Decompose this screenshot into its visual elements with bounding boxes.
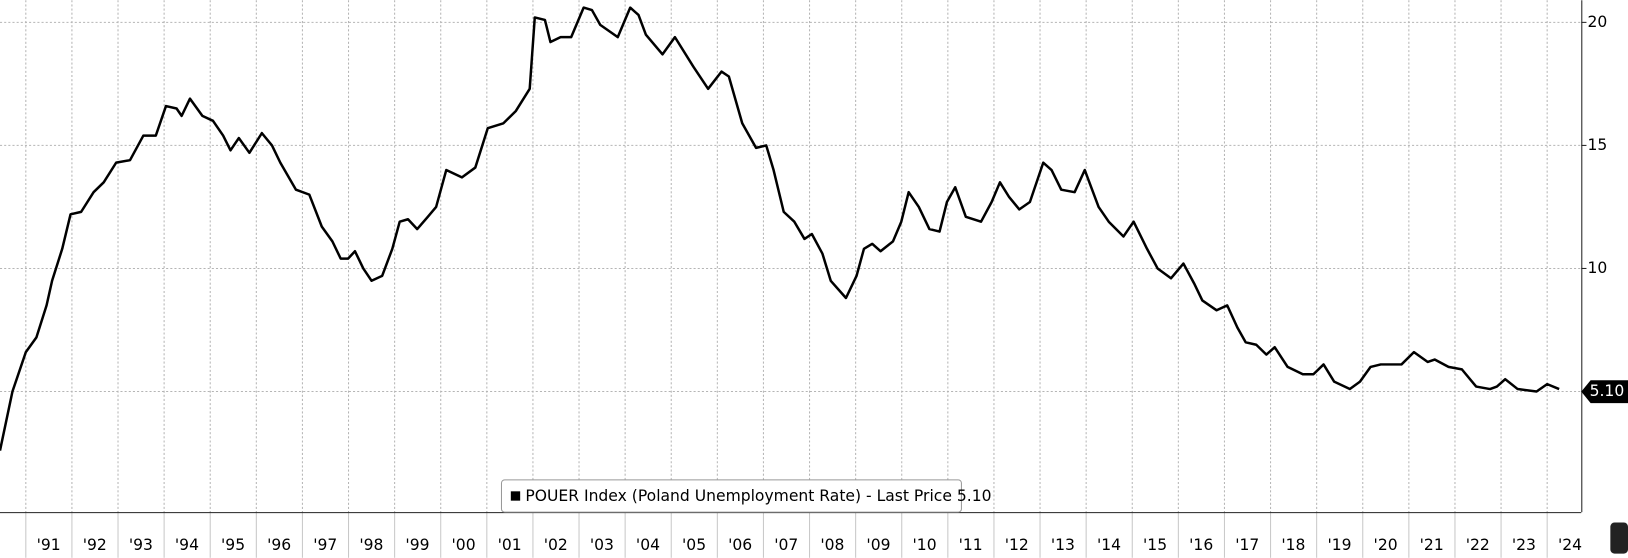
x-tick-label: '92 (83, 536, 107, 554)
x-tick-label: '22 (1466, 536, 1490, 554)
x-tick-label: '97 (313, 536, 337, 554)
y-tick-label: 20 (1588, 13, 1608, 31)
legend-label: POUER Index (Poland Unemployment Rate) -… (525, 487, 991, 505)
x-tick-label: '08 (820, 536, 844, 554)
x-tick-label: '94 (175, 536, 199, 554)
plot (0, 6, 1560, 451)
y-tick-label: 15 (1588, 136, 1608, 154)
last-value-badge: 5.10 (1581, 380, 1628, 404)
x-tick-label: '24 (1558, 536, 1582, 554)
x-tick-label: '19 (1327, 536, 1351, 554)
x-tick-label: '12 (1005, 536, 1029, 554)
x-tick-label: '14 (1097, 536, 1121, 554)
x-tick-label: '91 (37, 536, 61, 554)
x-tick-label: '98 (359, 536, 383, 554)
x-tick-label: '00 (452, 536, 476, 554)
x-tick-label: '13 (1051, 536, 1075, 554)
icon (1610, 522, 1628, 554)
x-tick-label: '11 (959, 536, 983, 554)
x-tick-label: '99 (405, 536, 429, 554)
badge-label: 5.10 (1590, 382, 1625, 400)
x-tick-label: '01 (498, 536, 522, 554)
x-tick-label: '05 (682, 536, 706, 554)
legend-swatch (510, 491, 521, 501)
x-tick-label: '15 (1143, 536, 1167, 554)
x-tick-label: '09 (866, 536, 890, 554)
x-tick-label: '21 (1420, 536, 1444, 554)
x-tick-label: '04 (636, 536, 660, 554)
x-tick-label: '17 (1235, 536, 1259, 554)
x-tick-label: '18 (1281, 536, 1305, 554)
x-tick-label: '95 (221, 536, 245, 554)
y-tick-label: 10 (1588, 259, 1608, 277)
legend-box (500, 479, 962, 513)
series-line (0, 6, 1560, 451)
x-tick-label: '03 (590, 536, 614, 554)
x-tick-label: '06 (728, 536, 752, 554)
x-tick-label: '07 (774, 536, 798, 554)
x-tick-label: '23 (1512, 536, 1536, 554)
x-tick-label: '96 (267, 536, 291, 554)
grid: '91 '92 '93 '94 '95 '96 '97 '98 '99 '00 '01 '02 '03 '… (0, 0, 1587, 558)
x-tick-label: '16 (1189, 536, 1213, 554)
x-tick-label: '02 (544, 536, 568, 554)
x-tick-label: '20 (1374, 536, 1398, 554)
badge-shape (1581, 380, 1628, 404)
legend: POUER Index (Poland Unemployment Rate) -… (500, 479, 992, 513)
x-tick-label: '10 (913, 536, 937, 554)
x-tick-label: '93 (129, 536, 153, 554)
